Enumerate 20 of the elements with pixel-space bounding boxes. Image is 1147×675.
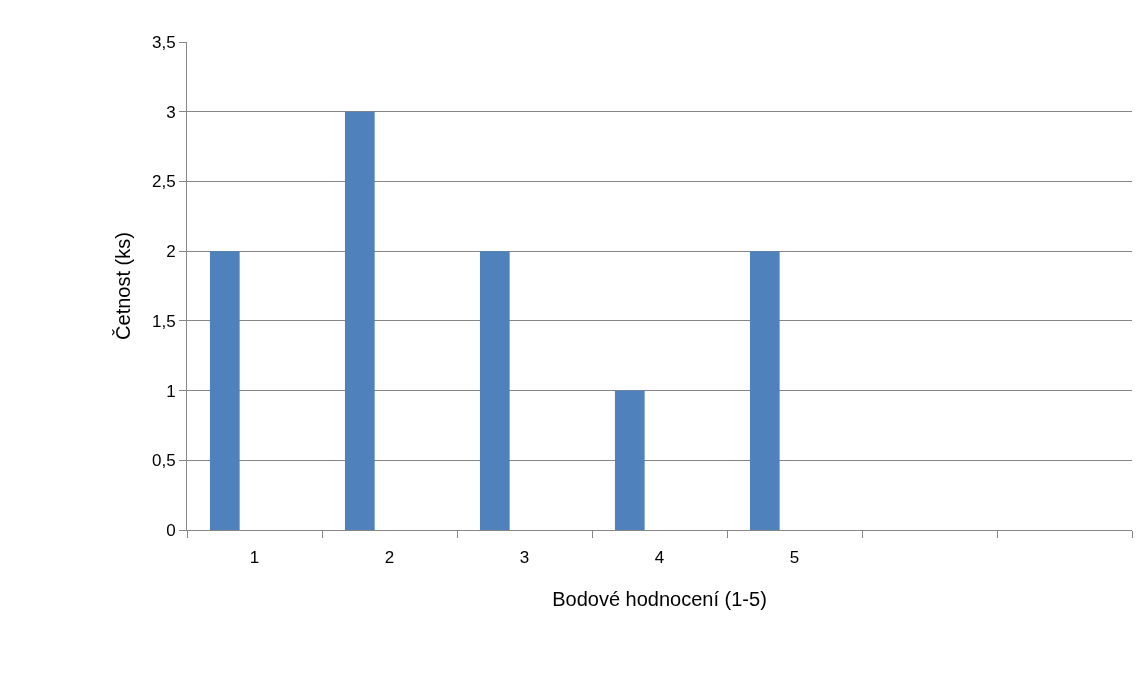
- x-tick-label: 1: [249, 548, 260, 568]
- bar: [614, 390, 645, 530]
- y-tick-label: 2: [166, 242, 176, 262]
- y-tick-label: 2,5: [151, 172, 176, 192]
- bar: [479, 251, 510, 530]
- x-tick-label: 4: [654, 548, 665, 568]
- y-axis-title: Četnost (ks): [112, 232, 135, 340]
- bar: [209, 251, 240, 530]
- y-tick-label: 3,5: [151, 32, 176, 52]
- x-axis-title: Bodové hodnocení (1-5): [552, 587, 767, 610]
- x-tick-label: 3: [519, 548, 530, 568]
- bar: [749, 251, 780, 530]
- bar: [344, 111, 375, 530]
- y-tick-label: 3: [166, 102, 176, 122]
- y-tick-label: 1: [166, 381, 176, 401]
- y-tick-label: 1,5: [151, 311, 176, 331]
- x-tick-label: 5: [789, 548, 800, 568]
- y-tick-label: 0,5: [151, 451, 176, 471]
- x-tick-label: 2: [384, 548, 395, 568]
- y-tick-label: 0: [166, 520, 176, 540]
